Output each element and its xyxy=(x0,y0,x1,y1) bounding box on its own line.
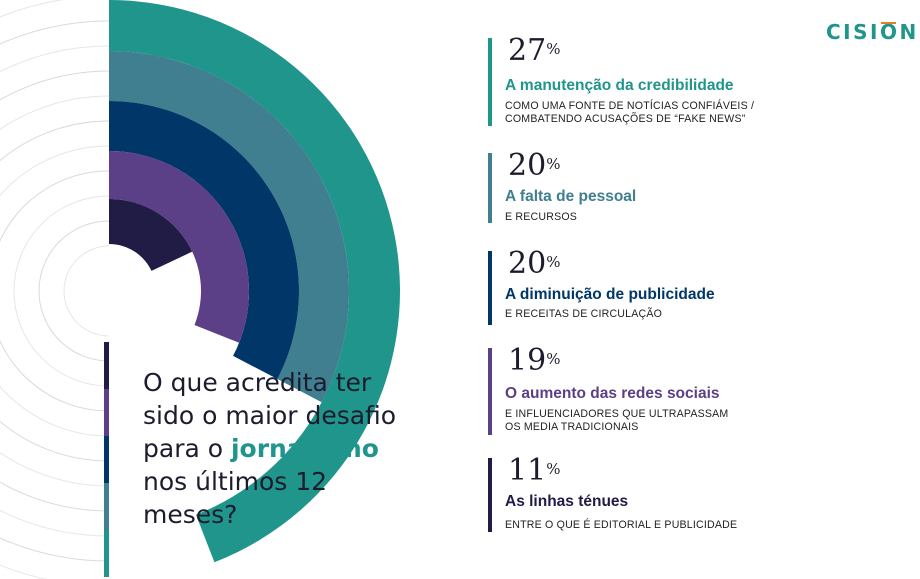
legend-percentage: 27% xyxy=(508,33,561,68)
legend-item-publicidade: 20% A diminuição de publicidade E RECEIT… xyxy=(488,247,908,325)
question-title: O que acredita ter sido o maior desafio … xyxy=(143,366,408,531)
question-text-after: nos últimos 12 meses? xyxy=(143,467,328,529)
legend-item-redes-sociais: 19% O aumento das redes sociais E INFLUE… xyxy=(488,344,908,435)
legend-accent-bar xyxy=(488,38,492,126)
legend-percentage: 20% xyxy=(508,246,561,281)
radial-bar-chart xyxy=(0,0,420,579)
radial-bar-1 xyxy=(109,0,400,563)
radial-bar-2 xyxy=(109,51,350,403)
radial-bar-5 xyxy=(109,199,193,271)
legend-title: O aumento das redes sociais xyxy=(505,385,720,402)
legend-item-credibilidade: 27% A manutenção da credibilidade COMO U… xyxy=(488,34,908,126)
legend-title: A diminuição de publicidade xyxy=(505,286,715,303)
legend-accent-bar xyxy=(488,251,492,325)
question-accent-segment xyxy=(104,342,109,389)
legend-percentage: 11% xyxy=(508,453,561,488)
question-text-before: O que acredita ter sido o maior desafio … xyxy=(143,368,397,463)
cision-logo-text: CISION xyxy=(826,20,919,44)
legend-description: E RECEITAS DE CIRCULAÇÃO xyxy=(505,308,663,320)
legend-title: A manutenção da credibilidade xyxy=(505,77,734,94)
legend-accent-bar xyxy=(488,458,492,532)
legend-title: A falta de pessoal xyxy=(505,188,637,205)
question-accent-segment xyxy=(104,530,109,577)
question-accent-segment xyxy=(104,436,109,483)
legend-item-falta-pessoal: 20% A falta de pessoal E RECURSOS xyxy=(488,149,908,223)
radial-bar-4 xyxy=(109,151,249,343)
cision-logo: CISION™ xyxy=(826,20,920,44)
question-accent-segment xyxy=(104,389,109,436)
legend-description: COMO UMA FONTE DE NOTÍCIAS CONFIÁVEIS / … xyxy=(505,100,755,125)
trademark-mark: ™ xyxy=(919,20,920,28)
legend-description: E RECURSOS xyxy=(505,211,578,223)
question-highlight-word: jornalismo xyxy=(230,434,379,463)
legend-accent-bar xyxy=(488,153,492,223)
legend-percentage: 20% xyxy=(508,148,561,183)
legend-title: As linhas ténues xyxy=(505,493,629,510)
legend-item-linhas-tenues: 11% As linhas ténues ENTRE O QUE É EDITO… xyxy=(488,454,908,532)
radial-bar-3 xyxy=(109,101,300,380)
legend-percentage: 19% xyxy=(508,343,561,378)
question-accent-segment xyxy=(104,483,109,530)
legend-description: ENTRE O QUE É EDITORIAL E PUBLICIDADE xyxy=(505,519,738,531)
legend-description: E INFLUENCIADORES QUE ULTRAPASSAM OS MED… xyxy=(505,408,729,433)
legend-accent-bar xyxy=(488,348,492,435)
